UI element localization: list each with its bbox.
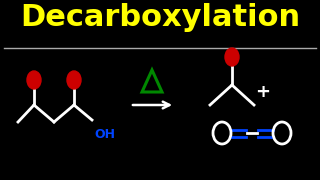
- Ellipse shape: [225, 48, 239, 66]
- Text: Decarboxylation: Decarboxylation: [20, 3, 300, 33]
- Text: OH: OH: [94, 128, 115, 141]
- Text: +: +: [255, 83, 270, 101]
- Ellipse shape: [67, 71, 81, 89]
- Ellipse shape: [27, 71, 41, 89]
